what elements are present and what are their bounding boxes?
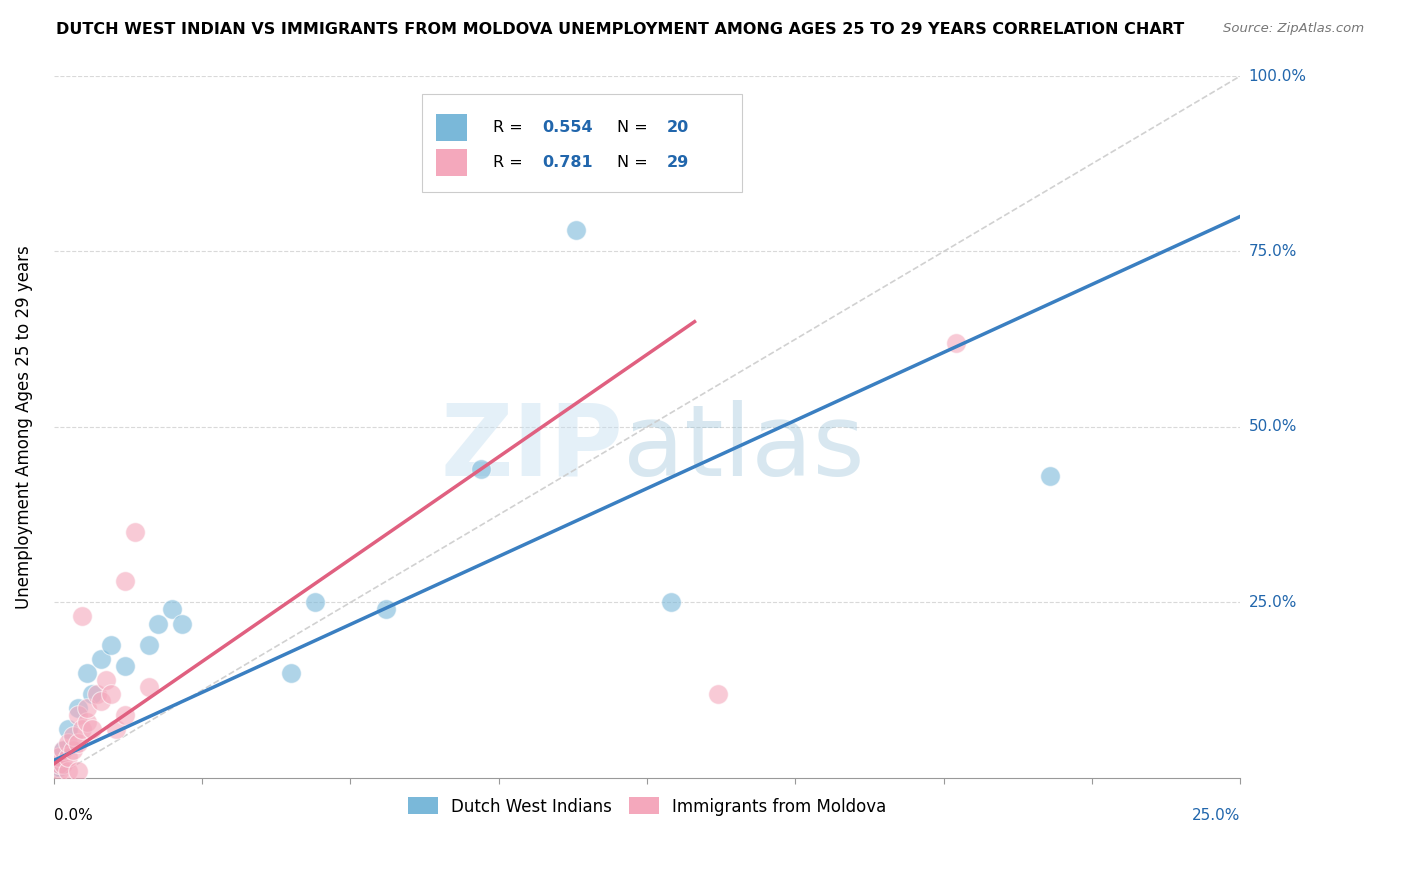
Text: 25.0%: 25.0% xyxy=(1192,808,1240,823)
Text: 50.0%: 50.0% xyxy=(1249,419,1296,434)
Point xyxy=(66,700,89,714)
Point xyxy=(1039,469,1062,483)
Text: 25.0%: 25.0% xyxy=(1249,595,1296,610)
Text: ZIP: ZIP xyxy=(440,400,623,497)
Point xyxy=(66,764,89,778)
Point xyxy=(90,651,112,665)
Point xyxy=(72,722,94,736)
Text: N =: N = xyxy=(617,155,654,169)
Point xyxy=(52,743,75,757)
Point xyxy=(124,525,146,540)
Point xyxy=(170,616,193,631)
Point xyxy=(138,638,160,652)
Point xyxy=(659,595,682,609)
Point xyxy=(62,729,84,743)
Text: atlas: atlas xyxy=(623,400,865,497)
FancyBboxPatch shape xyxy=(422,94,742,192)
Text: 75.0%: 75.0% xyxy=(1249,244,1296,259)
Point xyxy=(72,609,94,624)
Text: 0.554: 0.554 xyxy=(543,120,593,135)
Point xyxy=(945,335,967,350)
Point xyxy=(86,687,108,701)
Point xyxy=(114,707,136,722)
Point xyxy=(52,743,75,757)
Point xyxy=(76,700,98,714)
Point xyxy=(48,750,70,764)
Point xyxy=(76,714,98,729)
Bar xyxy=(436,149,467,176)
Point xyxy=(162,602,184,616)
Point xyxy=(565,223,588,237)
Point xyxy=(280,665,302,680)
Point xyxy=(100,638,122,652)
Y-axis label: Unemployment Among Ages 25 to 29 years: Unemployment Among Ages 25 to 29 years xyxy=(15,245,32,609)
Text: 0.0%: 0.0% xyxy=(53,808,93,823)
Point xyxy=(56,736,79,750)
Text: Source: ZipAtlas.com: Source: ZipAtlas.com xyxy=(1223,22,1364,36)
Point xyxy=(66,707,89,722)
Point xyxy=(114,574,136,589)
Legend: Dutch West Indians, Immigrants from Moldova: Dutch West Indians, Immigrants from Mold… xyxy=(401,790,893,822)
Point xyxy=(707,687,730,701)
Point xyxy=(48,760,70,774)
Text: 0.781: 0.781 xyxy=(543,155,593,169)
Text: 20: 20 xyxy=(668,120,689,135)
Point xyxy=(56,722,79,736)
Point xyxy=(100,687,122,701)
Point xyxy=(48,756,70,771)
Point xyxy=(94,673,117,687)
Point xyxy=(62,743,84,757)
Point xyxy=(148,616,170,631)
Point xyxy=(90,694,112,708)
Point xyxy=(375,602,398,616)
Point xyxy=(52,756,75,771)
Point xyxy=(114,658,136,673)
Point xyxy=(56,764,79,778)
Point xyxy=(66,736,89,750)
Point xyxy=(80,687,103,701)
Point xyxy=(470,462,492,476)
Point xyxy=(304,595,326,609)
Point xyxy=(138,680,160,694)
Text: R =: R = xyxy=(494,155,533,169)
Point xyxy=(80,722,103,736)
Text: 29: 29 xyxy=(668,155,689,169)
Text: 100.0%: 100.0% xyxy=(1249,69,1306,84)
Point xyxy=(104,722,127,736)
Text: DUTCH WEST INDIAN VS IMMIGRANTS FROM MOLDOVA UNEMPLOYMENT AMONG AGES 25 TO 29 YE: DUTCH WEST INDIAN VS IMMIGRANTS FROM MOL… xyxy=(56,22,1184,37)
Point xyxy=(48,764,70,778)
Text: N =: N = xyxy=(617,120,654,135)
Text: R =: R = xyxy=(494,120,527,135)
Point xyxy=(76,665,98,680)
Bar xyxy=(436,114,467,141)
Point xyxy=(56,750,79,764)
